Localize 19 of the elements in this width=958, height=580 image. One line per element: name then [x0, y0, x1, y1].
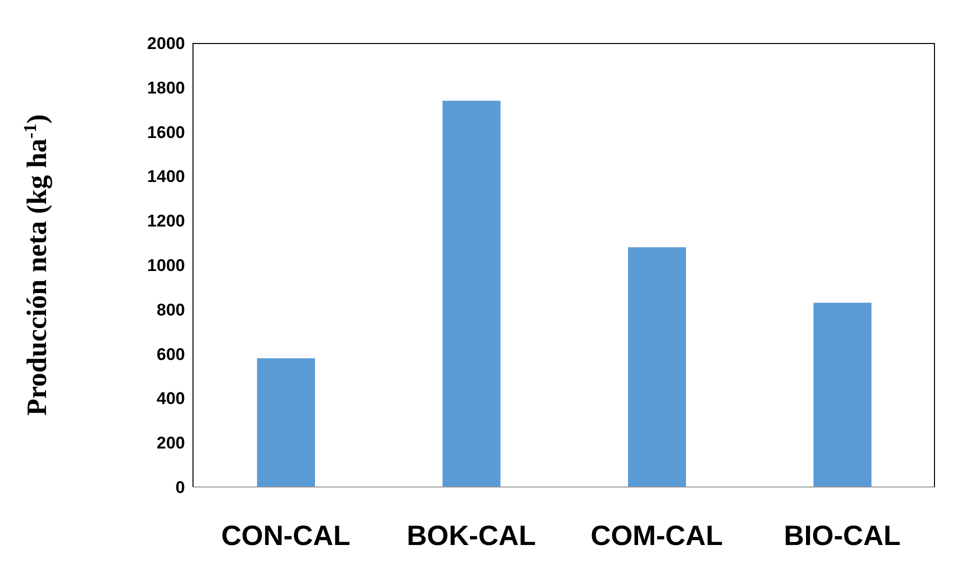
- x-tick-label: BOK-CAL: [406, 520, 536, 551]
- y-tick-label: 1800: [147, 78, 185, 98]
- y-tick-label: 200: [156, 434, 185, 453]
- y-tick-label: 1200: [147, 212, 185, 231]
- y-tick-label: 600: [156, 344, 185, 364]
- y-tick-label: 800: [156, 300, 185, 320]
- y-tick-label: 2000: [147, 34, 185, 54]
- x-tick-label: CON-CAL: [221, 520, 350, 551]
- x-tick-label: COM-CAL: [590, 520, 723, 551]
- bar: [628, 247, 686, 487]
- y-tick-label: 0: [176, 478, 185, 498]
- y-tick-label: 1000: [147, 256, 185, 276]
- y-tick-label: 1600: [147, 122, 185, 142]
- y-tick-label: 1400: [147, 167, 185, 186]
- bar: [257, 358, 315, 487]
- x-tick-label: BIO-CAL: [784, 520, 901, 551]
- bar: [442, 100, 500, 487]
- bar: [814, 302, 872, 487]
- y-tick-label: 400: [156, 389, 185, 408]
